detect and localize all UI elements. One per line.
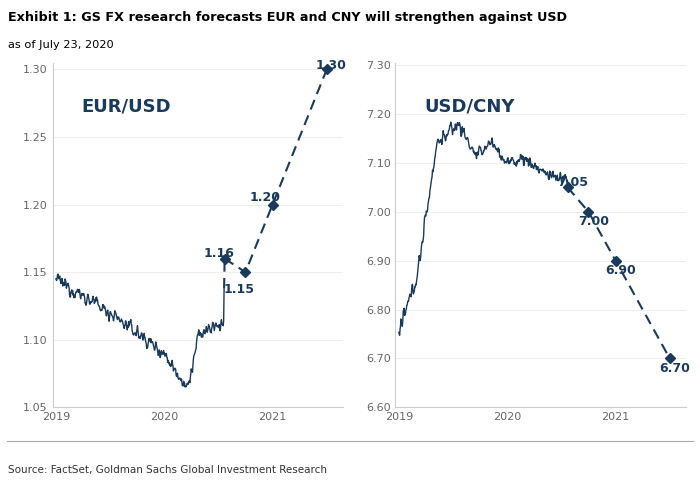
Text: EUR/USD: EUR/USD <box>81 97 172 115</box>
Text: 1.20: 1.20 <box>249 191 281 204</box>
Text: 7.05: 7.05 <box>558 176 589 189</box>
Text: 6.90: 6.90 <box>606 264 636 277</box>
Text: 1.16: 1.16 <box>203 247 234 260</box>
Text: Exhibit 1: GS FX research forecasts EUR and CNY will strengthen against USD: Exhibit 1: GS FX research forecasts EUR … <box>8 11 568 24</box>
Text: 1.30: 1.30 <box>315 59 346 72</box>
Text: 1.15: 1.15 <box>224 283 255 296</box>
Text: Source: FactSet, Goldman Sachs Global Investment Research: Source: FactSet, Goldman Sachs Global In… <box>8 465 328 475</box>
Text: as of July 23, 2020: as of July 23, 2020 <box>8 40 114 50</box>
Text: USD/CNY: USD/CNY <box>424 97 515 115</box>
Text: 6.70: 6.70 <box>659 362 691 375</box>
Text: 7.00: 7.00 <box>578 215 610 228</box>
